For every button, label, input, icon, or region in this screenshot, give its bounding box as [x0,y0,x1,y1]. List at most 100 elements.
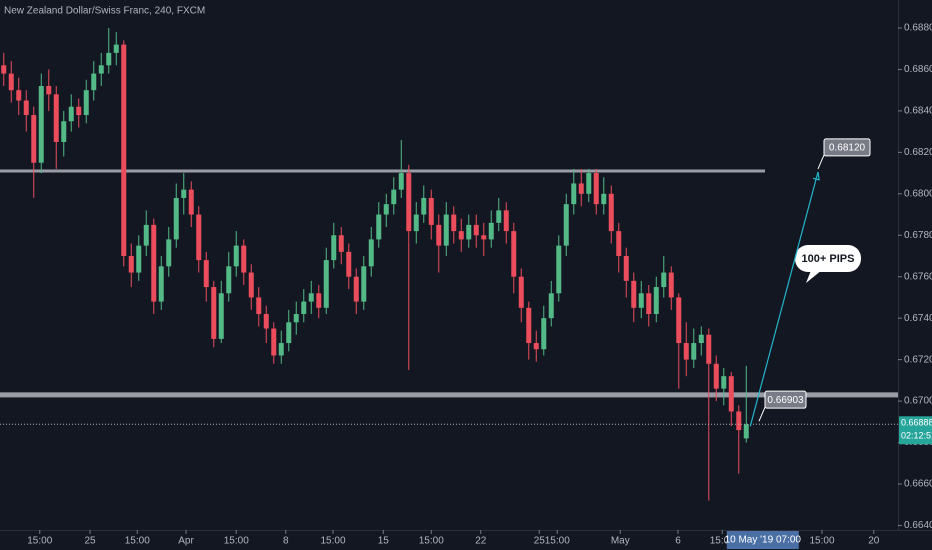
candle-body [218,293,224,339]
candle-body [683,343,689,360]
candle-body [638,293,644,308]
candle-body [631,280,637,308]
candle-body [91,73,97,91]
entry-label: 0.66903 [767,395,804,406]
x-tick-label: 15:00 [27,536,52,547]
callout-bubble [795,245,861,272]
x-tick-label: 22 [475,536,487,547]
candle-body [68,106,74,122]
candle-body [691,343,697,360]
candle-body [548,293,554,319]
x-tick-label: 15:00 [545,536,570,547]
candle-body [466,224,472,240]
target-label: 0.68120 [829,143,866,154]
candle-body [661,272,667,288]
last-price-box [899,416,932,445]
candle-body [136,245,142,273]
candle-body [16,90,22,101]
candle-body [226,266,232,294]
candle-body [451,214,457,232]
candle-body [458,231,464,240]
candle-body [256,297,262,315]
candle-body [128,255,134,273]
x-tick-label: 6 [675,536,681,547]
candle-body [263,314,269,329]
candle-body [286,322,292,344]
crosshair-time-box [726,531,799,549]
candle-body [353,276,359,302]
candle-body [383,204,389,215]
candle-body [166,239,172,267]
candle-body [61,121,67,142]
candle-body [443,214,449,246]
candle-body [151,224,157,302]
candle-body [293,314,299,323]
candle-body [158,266,164,302]
candle-body [188,189,194,215]
crosshair-time-label: 10 May '19 07:00 [725,535,802,546]
candle-body [301,301,307,315]
candle-body [616,231,622,256]
candle-body [233,245,239,267]
candle-body [398,173,404,190]
candle-body [121,44,127,256]
candle-body [436,224,442,246]
candle-body [511,231,517,277]
x-tick-label: 15:00 [224,536,249,547]
candle-body [608,193,614,232]
candle-body [46,86,52,95]
candle-body [308,293,314,302]
x-tick-label: 20 [868,536,880,547]
candle-body [173,197,179,240]
y-tick-label: 0.66400 [904,520,932,531]
candle-body [323,260,329,308]
callout-text: 100+ PIPS [802,253,855,265]
candle-body [271,328,277,356]
candle-body [721,376,727,389]
candle-body [391,189,397,205]
candle-body [23,100,29,116]
x-tick-label: 15:00 [419,536,444,547]
x-tick-label: 15 [378,536,390,547]
last-price-label: 0.66888 [901,418,932,428]
candle-body [623,255,629,281]
x-tick-label: 25 [534,536,546,547]
candle-body [503,210,509,232]
target-box [823,138,871,157]
candle-body [571,183,577,205]
projection-arrow [749,171,819,427]
candle-body [556,245,562,294]
candle-body [98,65,104,74]
x-tick-label: 15:00 [125,536,150,547]
target-connector [817,154,825,170]
candle-body [586,173,592,194]
candle-body [196,214,202,261]
candle-body [31,115,37,163]
x-tick-label: 15:00 [320,536,345,547]
candle-body [338,235,344,252]
x-tick-label: 15:00 [710,536,735,547]
candle-body [563,204,569,246]
candle-body [316,293,322,308]
candle-body [601,193,607,205]
candle-body [181,189,187,198]
x-tick-label: 25 [84,536,96,547]
candle-body [428,197,434,225]
candle-body [113,44,119,53]
entry-connector [758,406,766,422]
candle-body [518,276,524,308]
candle-body [83,90,89,116]
candle-body [496,210,502,223]
candle-body [668,272,674,298]
candle-body [698,334,704,344]
candle-body [676,297,682,344]
chart-title: New Zealand Dollar/Swiss Franc, 240, FXC… [4,6,205,17]
candle-body [376,214,382,240]
